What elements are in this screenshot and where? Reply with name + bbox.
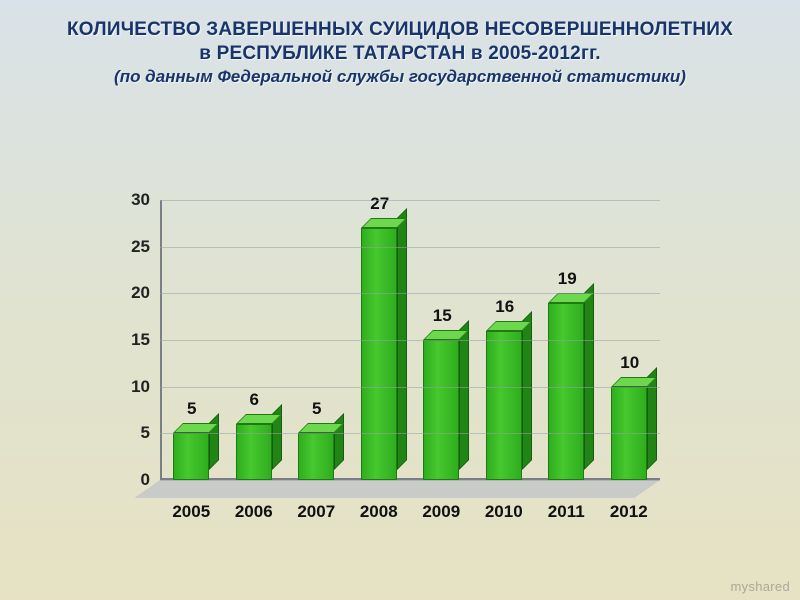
bar: 5 <box>298 433 334 480</box>
bar-chart: 5200562006520072720081520091620101920111… <box>100 200 660 530</box>
gridline <box>160 293 660 294</box>
y-tick-label: 0 <box>141 470 150 490</box>
bar-value-label: 15 <box>433 306 452 326</box>
bar-side <box>209 413 219 470</box>
y-tick-label: 30 <box>131 190 150 210</box>
bar-side <box>522 311 532 470</box>
bar-front <box>361 228 397 480</box>
x-tick-label: 2006 <box>235 502 273 522</box>
bar-side <box>334 413 344 470</box>
title-block: КОЛИЧЕСТВО ЗАВЕРШЕННЫХ СУИЦИДОВ НЕСОВЕРШ… <box>0 0 800 88</box>
title-line-2: в РЕСПУБЛИКЕ ТАТАРСТАН в 2005-2012гг. <box>0 42 800 66</box>
bar: 16 <box>486 331 522 480</box>
bar: 19 <box>548 303 584 480</box>
bar-value-label: 27 <box>370 194 389 214</box>
x-tick-label: 2012 <box>610 502 648 522</box>
x-tick-label: 2011 <box>548 502 585 522</box>
bar-value-label: 5 <box>187 399 196 419</box>
bar-value-label: 19 <box>558 269 577 289</box>
x-tick-label: 2009 <box>422 502 460 522</box>
gridline <box>160 200 660 201</box>
slide: КОЛИЧЕСТВО ЗАВЕРШЕННЫХ СУИЦИДОВ НЕСОВЕРШ… <box>0 0 800 600</box>
bar: 5 <box>173 433 209 480</box>
bar-front <box>173 433 209 480</box>
y-tick-label: 20 <box>131 283 150 303</box>
y-tick-label: 10 <box>131 377 150 397</box>
bar-value-label: 10 <box>620 353 639 373</box>
x-tick-label: 2007 <box>297 502 335 522</box>
bar: 15 <box>423 340 459 480</box>
bar-front <box>298 433 334 480</box>
title-line-1: КОЛИЧЕСТВО ЗАВЕРШЕННЫХ СУИЦИДОВ НЕСОВЕРШ… <box>0 18 800 42</box>
gridline <box>160 247 660 248</box>
gridline <box>160 480 660 481</box>
gridline <box>160 387 660 388</box>
plot-area: 5200562006520072720081520091620101920111… <box>160 200 660 480</box>
bar-side <box>584 283 594 470</box>
bar: 27 <box>361 228 397 480</box>
x-tick-label: 2008 <box>360 502 398 522</box>
gridline <box>160 433 660 434</box>
bar-front <box>548 303 584 480</box>
bar-value-label: 5 <box>312 399 321 419</box>
bar-front <box>423 340 459 480</box>
title-line-3: (по данным Федеральной службы государств… <box>0 66 800 89</box>
chart-floor <box>134 480 660 498</box>
y-tick-label: 15 <box>131 330 150 350</box>
watermark: myshared <box>731 579 790 594</box>
gridline <box>160 340 660 341</box>
bar-side <box>459 320 469 470</box>
x-tick-label: 2010 <box>485 502 523 522</box>
y-tick-label: 5 <box>141 423 150 443</box>
bar-value-label: 16 <box>495 297 514 317</box>
bar-value-label: 6 <box>249 390 258 410</box>
bar-front <box>486 331 522 480</box>
y-tick-label: 25 <box>131 237 150 257</box>
x-tick-label: 2005 <box>172 502 210 522</box>
